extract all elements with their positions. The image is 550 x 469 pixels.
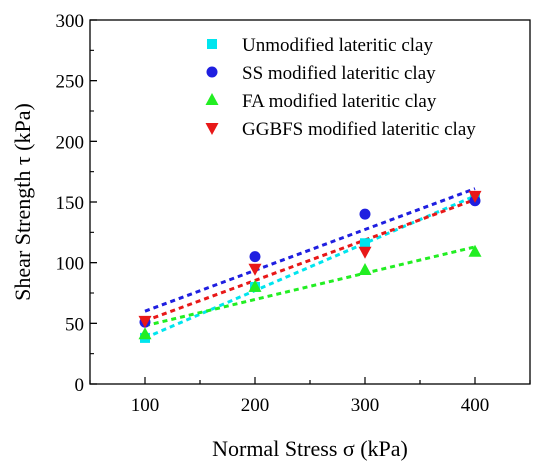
legend-label: FA modified lateritic clay: [242, 91, 437, 112]
x-tick-label: 300: [351, 395, 380, 416]
y-tick-label: 250: [56, 72, 85, 93]
legend-marker: [205, 93, 219, 105]
data-point: [468, 190, 482, 203]
y-tick-label: 100: [56, 254, 85, 275]
fit-line: [144, 187, 476, 313]
y-tick-label: 300: [56, 11, 85, 32]
fit-line: [144, 245, 476, 328]
data-point: [468, 244, 482, 257]
data-points: [138, 190, 482, 343]
y-tick-label: 50: [65, 314, 84, 335]
data-point: [359, 208, 371, 220]
data-point: [138, 327, 152, 340]
data-point: [248, 263, 262, 276]
y-tick-label: 150: [56, 193, 85, 214]
data-point: [360, 238, 370, 249]
fit-line: [144, 194, 476, 340]
x-tick-label: 400: [461, 395, 490, 416]
fit-line: [144, 198, 476, 323]
legend-marker: [207, 39, 217, 49]
axis-ticks: 0 50 100 150 200 250 300 100 200 300 400: [56, 11, 531, 416]
legend-label: GGBFS modified lateritic clay: [242, 119, 476, 140]
data-point: [358, 246, 372, 259]
x-axis-title: Normal Stress σ (kPa): [212, 436, 408, 461]
data-point: [248, 279, 262, 292]
y-tick-label: 0: [75, 375, 85, 396]
legend-label: SS modified lateritic clay: [242, 63, 436, 84]
x-tick-label: 100: [131, 395, 160, 416]
legend: Unmodified lateritic clay SS modified lat…: [205, 35, 476, 140]
y-tick-label: 200: [56, 132, 85, 153]
legend-marker: [205, 123, 219, 135]
legend-label: Unmodified lateritic clay: [242, 35, 433, 56]
x-tick-label: 200: [241, 395, 270, 416]
y-axis-title: Shear Strength τ (kPa): [10, 103, 35, 301]
data-point: [358, 262, 372, 275]
legend-marker: [206, 66, 218, 78]
fit-lines: [144, 187, 476, 340]
data-point: [138, 315, 152, 328]
data-point: [249, 251, 261, 263]
